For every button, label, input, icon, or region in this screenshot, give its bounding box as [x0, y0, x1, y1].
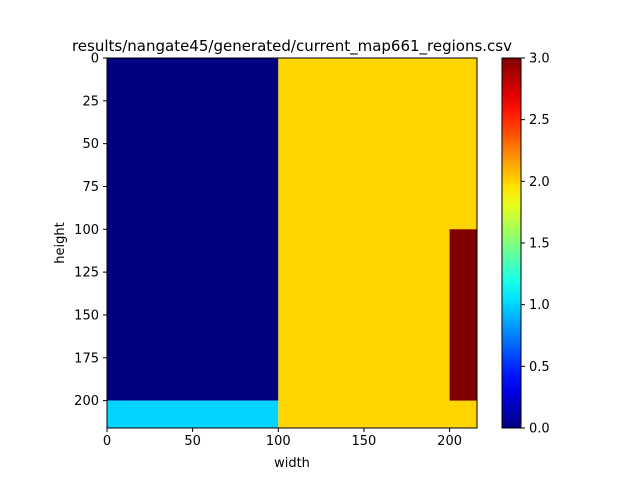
heatmap-region-3 [278, 58, 477, 428]
colorbar-tick-label: 0.5 [529, 360, 550, 375]
colorbar-tick-label: 2.0 [529, 175, 550, 190]
x-axis-label: width [274, 456, 310, 471]
y-tick-label: 75 [82, 180, 99, 195]
y-tick-label: 0 [91, 52, 99, 67]
chart-title: results/nangate45/generated/current_map6… [72, 37, 512, 56]
colorbar-gradient [501, 57, 522, 429]
y-tick-label: 150 [74, 308, 99, 323]
colorbar-tick-label: 3.0 [529, 52, 550, 67]
x-tick-label: 50 [184, 434, 201, 449]
x-tick-label: 100 [266, 434, 291, 449]
colorbar-tick-label: 2.5 [529, 113, 550, 128]
y-tick-label: 100 [74, 223, 99, 238]
y-tick-label: 50 [82, 137, 99, 152]
y-tick-label: 125 [74, 266, 99, 281]
plot-area [106, 57, 478, 429]
colorbar-tick-label: 1.0 [529, 298, 550, 313]
y-tick-label: 25 [82, 94, 99, 109]
y-axis-label: height [53, 222, 68, 263]
x-axis: 0 50 100 150 200 [103, 428, 462, 449]
x-tick-label: 0 [103, 434, 111, 449]
heatmap-region-2 [107, 400, 279, 428]
x-tick-label: 150 [352, 434, 377, 449]
y-tick-label: 175 [74, 351, 99, 366]
x-tick-label: 200 [437, 434, 462, 449]
heatmap-region-4 [449, 229, 477, 401]
plot-frame [106, 57, 478, 429]
colorbar: 0.0 0.5 1.0 1.5 2.0 2.5 3.0 [501, 52, 550, 437]
colorbar-tick-label: 0.0 [529, 422, 550, 437]
colorbar-tick-label: 1.5 [529, 237, 550, 252]
y-axis: 0 25 50 75 100 125 150 175 200 [74, 52, 107, 409]
y-tick-label: 200 [74, 394, 99, 409]
heatmap-region-1 [107, 58, 279, 401]
